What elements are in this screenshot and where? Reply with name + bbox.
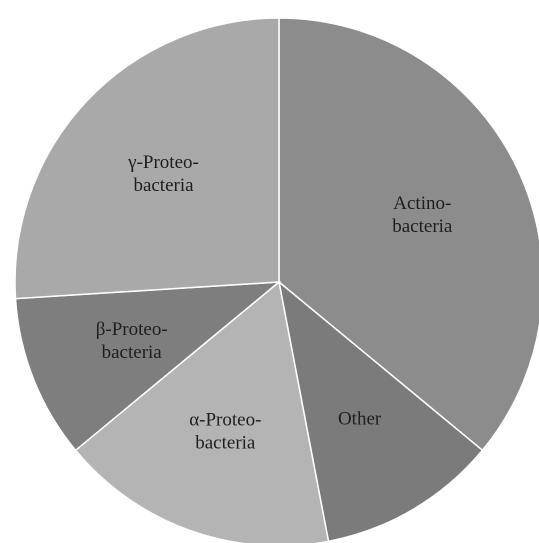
slice-label: α-Proteo-bacteria	[189, 410, 261, 454]
slice-label-line: Actino-	[393, 193, 451, 214]
pie-slice	[278, 17, 539, 452]
slice-label-line: bacteria	[102, 342, 163, 363]
pie-labels: Actino-bacteriaOtherα-Proteo-bacteriaβ-P…	[96, 152, 453, 453]
slice-label: Other	[338, 408, 382, 429]
slice-label-line: bacteria	[392, 216, 453, 237]
slice-label-line: α-Proteo-	[189, 410, 261, 431]
pie-slice	[14, 17, 280, 300]
slice-label-line: β-Proteo-	[96, 319, 168, 340]
slice-label: Actino-bacteria	[392, 193, 453, 237]
pie-slice	[74, 280, 330, 543]
slice-label: β-Proteo-bacteria	[96, 319, 168, 363]
slice-label-line: γ-Proteo-	[127, 152, 199, 173]
slice-label: γ-Proteo-bacteria	[127, 152, 199, 196]
pie-slices	[14, 17, 539, 543]
slice-label-line: Other	[338, 408, 382, 429]
pie-slice	[277, 280, 484, 543]
slice-label-line: bacteria	[195, 433, 256, 454]
slice-label-line: bacteria	[133, 175, 194, 196]
pie-slice	[14, 281, 282, 452]
